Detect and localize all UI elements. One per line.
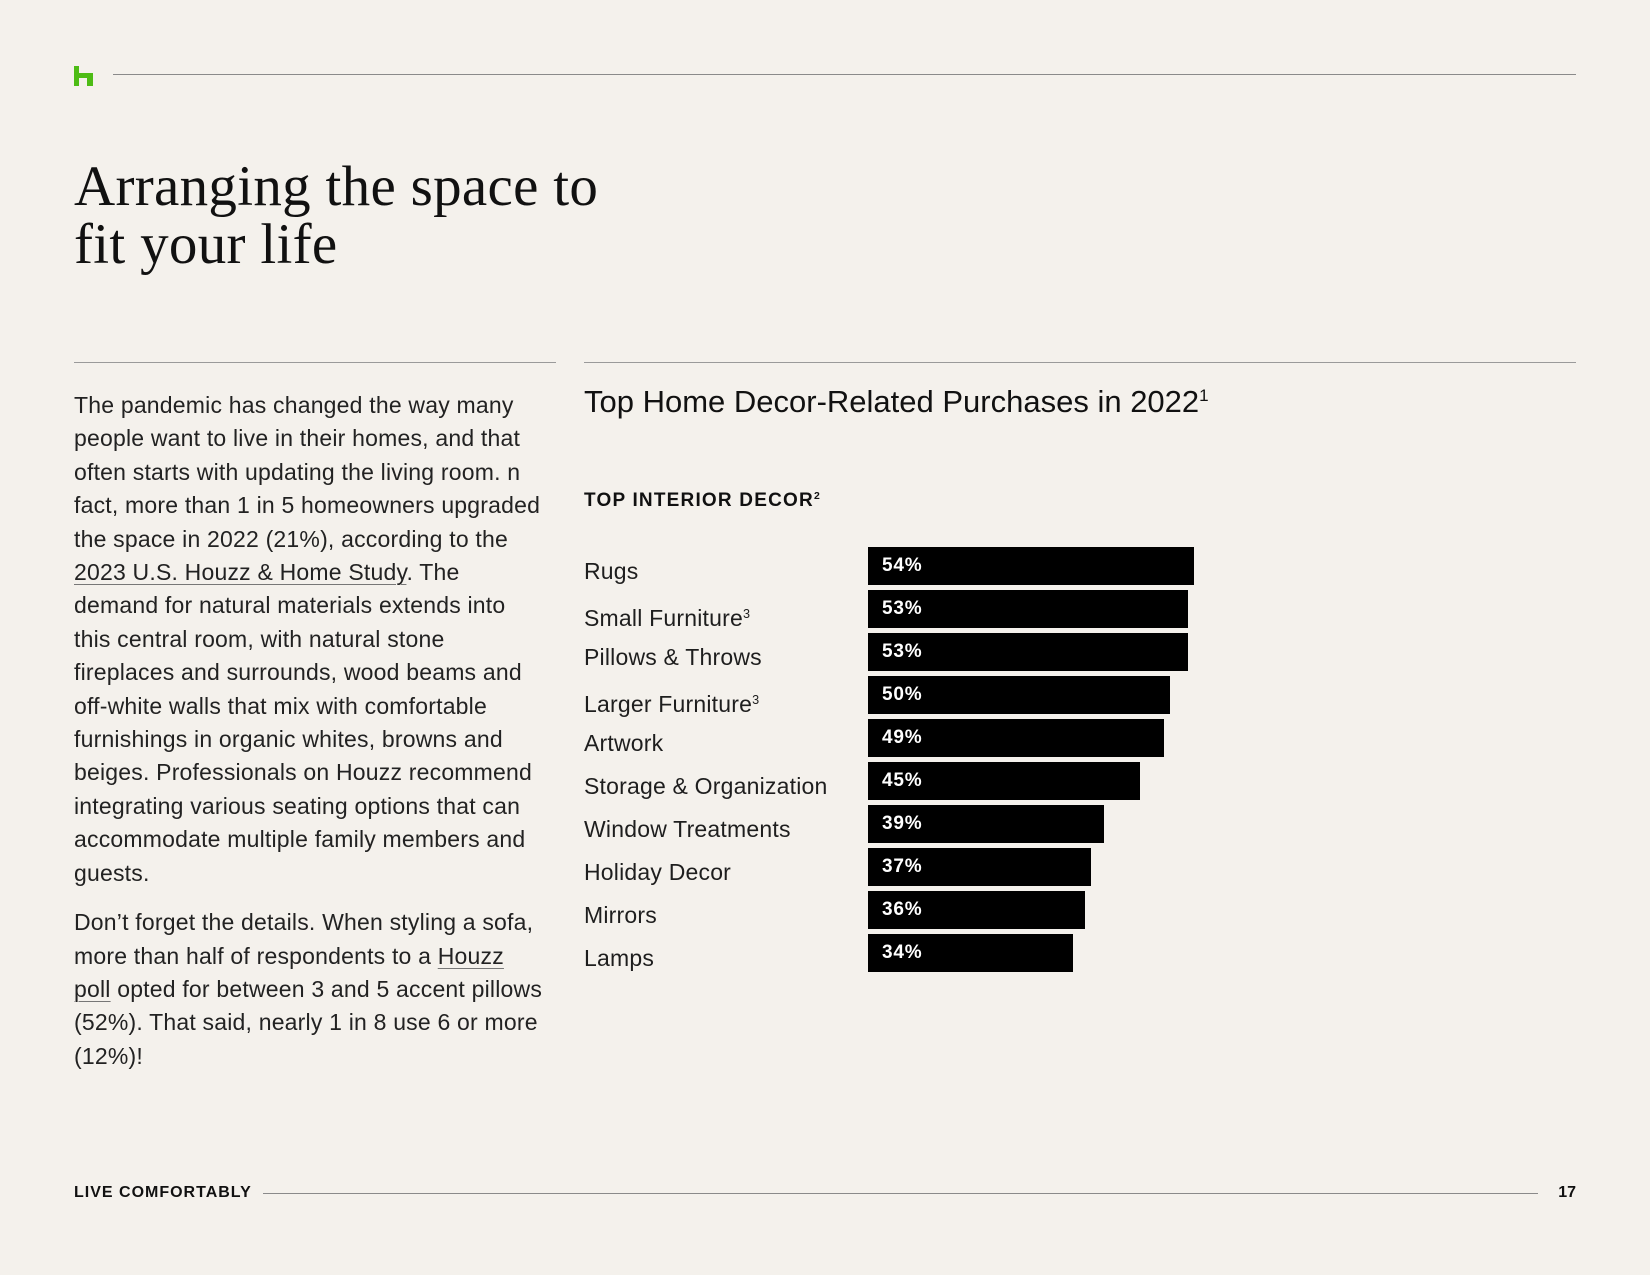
bar-value-label: 37% [882, 856, 923, 877]
category-label-text: Small Furniture [584, 605, 743, 632]
category-label-text: Window Treatments [584, 816, 791, 842]
houzz-home-study-link[interactable]: 2023 U.S. Houzz & Home Study [74, 559, 407, 586]
category-label: Artwork [584, 728, 663, 758]
category-label: Pillows & Throws [584, 642, 762, 672]
bar-value-label: 34% [882, 942, 923, 963]
bar: 53% [868, 590, 1189, 628]
chart-title: Top Home Decor-Related Purchases in 2022… [584, 384, 1209, 420]
bar: 37% [868, 848, 1092, 886]
bar-value-label: 53% [882, 641, 923, 662]
category-label-text: Larger Furniture [584, 691, 753, 718]
bar-value-label: 36% [882, 899, 923, 920]
bar: 54% [868, 547, 1195, 585]
bar: 49% [868, 719, 1164, 757]
bar-value-label: 53% [882, 598, 923, 619]
bar: 39% [868, 805, 1104, 843]
chart-subtitle-text: TOP INTERIOR DECOR [584, 490, 814, 511]
footer-section-label: LIVE COMFORTABLY [74, 1184, 252, 1201]
bar-value-label: 50% [882, 684, 923, 705]
page-number: 17 [1558, 1184, 1576, 1201]
bar: 36% [868, 891, 1086, 929]
chart-subtitle: TOP INTERIOR DECOR2 [584, 490, 821, 512]
bar: 45% [868, 762, 1140, 800]
bar-value-label: 39% [882, 813, 923, 834]
category-label-text: Artwork [584, 730, 664, 756]
category-footnote: 3 [742, 607, 751, 621]
category-label-text: Mirrors [584, 902, 657, 928]
category-label: Small Furniture3 [584, 599, 750, 633]
body-text-segment: . The demand for natural materials exten… [74, 559, 533, 886]
category-label-text: Holiday Decor [584, 859, 732, 885]
category-label-text: Storage & Organization [584, 773, 828, 799]
category-label: Larger Furniture3 [584, 685, 759, 719]
category-label: Rugs [584, 556, 639, 586]
chart-title-footnote: 1 [1199, 385, 1209, 405]
category-footnote: 3 [752, 693, 760, 707]
category-label: Holiday Decor [584, 857, 731, 887]
chart-title-text: Top Home Decor-Related Purchases in 2022 [584, 384, 1200, 419]
bar: 34% [868, 934, 1074, 972]
bar-value-label: 45% [882, 770, 923, 791]
header-divider [113, 74, 1576, 75]
category-label-text: Lamps [584, 945, 655, 971]
body-text-segment: Don’t forget the details. When styling a… [74, 909, 534, 969]
category-label: Storage & Organization [584, 771, 828, 801]
body-text-segment: The pandemic has changed the way many pe… [74, 392, 541, 552]
footer-divider [263, 1193, 1538, 1194]
bar-value-label: 54% [882, 555, 923, 576]
body-divider [74, 362, 556, 363]
category-label-text: Rugs [584, 558, 639, 584]
houzz-logo-icon [74, 66, 93, 86]
category-label: Mirrors [584, 900, 657, 930]
body-text-segment: opted for between 3 and 5 accent pillows… [74, 975, 543, 1069]
chart-divider [584, 362, 1576, 363]
decor-bar-chart: Rugs 54% Small Furniture3 53% Pillows & Thro… [584, 546, 1284, 986]
headline-line-2: fit your life [74, 213, 338, 276]
category-label: Window Treatments [584, 814, 791, 844]
category-label-text: Pillows & Throws [584, 644, 762, 670]
page-headline: Arranging the space to fit your life [74, 158, 774, 274]
chart-subtitle-footnote: 2 [813, 491, 821, 503]
body-copy: The pandemic has changed the way many pe… [74, 389, 544, 1089]
body-paragraph-2: Don’t forget the details. When styling a… [74, 906, 544, 1073]
body-paragraph-1: The pandemic has changed the way many pe… [74, 389, 544, 890]
bar: 50% [868, 676, 1170, 714]
houzz-poll-link[interactable]: Houzz poll [74, 942, 504, 1002]
category-label: Lamps [584, 943, 654, 973]
bar: 53% [868, 633, 1189, 671]
bar-value-label: 49% [882, 727, 923, 748]
headline-line-1: Arranging the space to [74, 155, 599, 218]
